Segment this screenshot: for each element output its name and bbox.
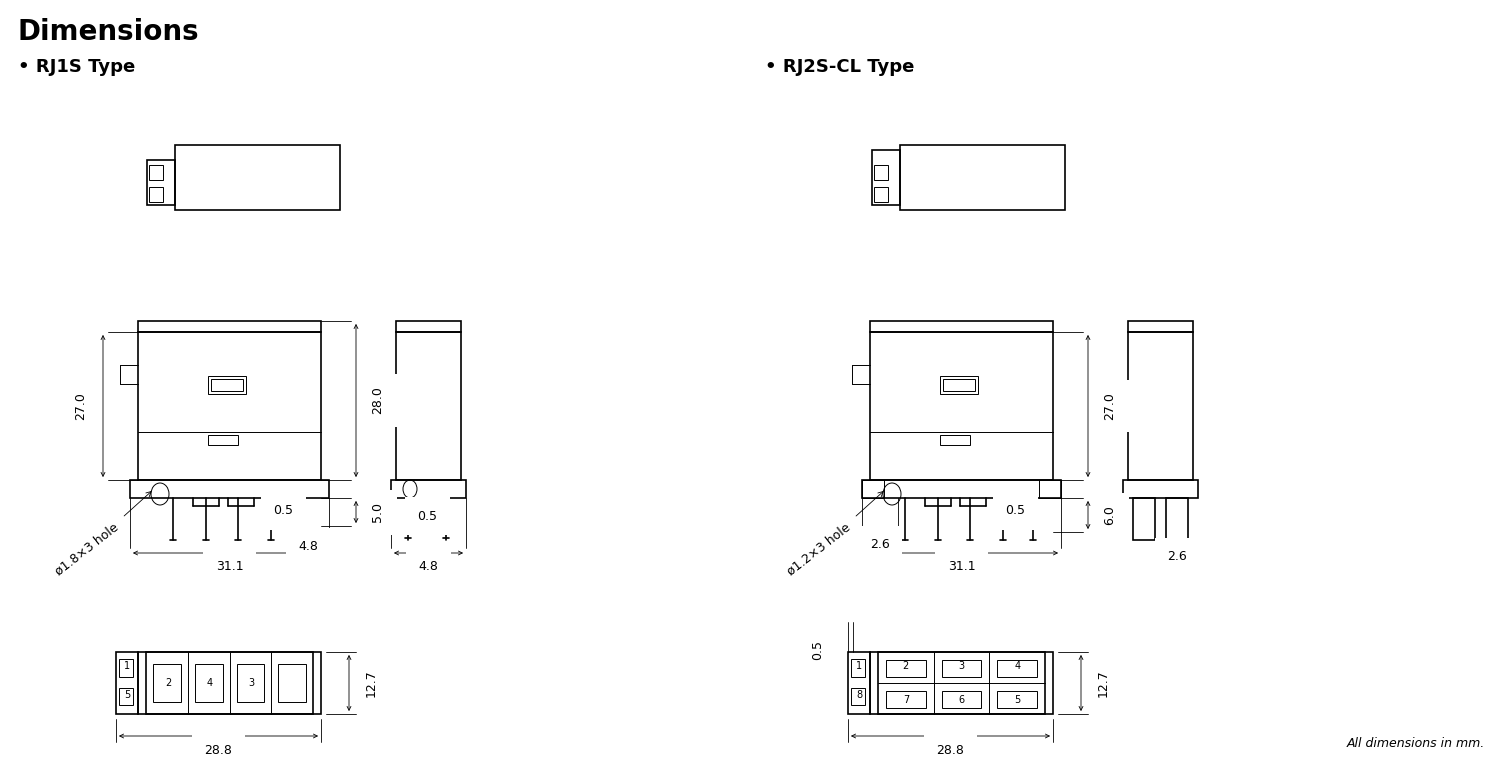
Bar [207, 376, 246, 394]
Text: 28.8: 28.8 [936, 744, 964, 757]
Text: 4.8: 4.8 [298, 540, 318, 553]
Bar [886, 660, 926, 677]
Bar [1040, 480, 1060, 498]
Text: 31.1: 31.1 [948, 559, 975, 572]
Bar [392, 480, 466, 498]
Bar [870, 321, 1053, 332]
Bar [153, 664, 180, 702]
Bar [138, 652, 321, 714]
Bar [396, 321, 460, 332]
Text: 31.1: 31.1 [216, 559, 243, 572]
Bar [942, 660, 981, 677]
Bar [886, 691, 926, 708]
Bar [874, 187, 888, 202]
Bar [998, 691, 1036, 708]
Text: 0.5: 0.5 [1005, 504, 1025, 517]
Text: 5.0: 5.0 [372, 502, 384, 522]
Bar [146, 652, 314, 714]
Bar [396, 332, 460, 480]
Text: Dimensions: Dimensions [18, 18, 200, 46]
Text: 3: 3 [249, 678, 255, 688]
Text: 3: 3 [958, 661, 964, 671]
Bar [1128, 332, 1192, 480]
Bar [148, 165, 164, 180]
Bar [862, 480, 1060, 498]
Text: 4: 4 [1014, 661, 1020, 671]
Bar [900, 145, 1065, 210]
Bar [176, 145, 340, 210]
Bar [1166, 498, 1188, 540]
Bar [118, 688, 134, 706]
Bar [850, 659, 865, 677]
Bar [878, 652, 1046, 714]
Text: 12.7: 12.7 [1096, 669, 1110, 697]
Bar [116, 652, 138, 714]
Text: 8: 8 [856, 690, 862, 700]
Text: 1: 1 [124, 661, 130, 671]
Bar [862, 480, 883, 498]
Bar [942, 379, 975, 391]
Bar [870, 332, 1053, 480]
Bar [279, 664, 306, 702]
Text: 2.6: 2.6 [870, 539, 889, 552]
Bar [207, 435, 237, 445]
Text: 6.0: 6.0 [1104, 505, 1116, 525]
Text: 2: 2 [903, 661, 909, 671]
Text: 2.6: 2.6 [1167, 550, 1186, 564]
Bar [874, 165, 888, 180]
Bar [1128, 321, 1192, 332]
Bar [118, 659, 134, 677]
Text: 28.0: 28.0 [372, 386, 384, 415]
Text: 27.0: 27.0 [1104, 392, 1116, 420]
Text: All dimensions in mm.: All dimensions in mm. [1347, 737, 1485, 750]
Bar [148, 187, 164, 202]
Text: • RJ2S-CL Type: • RJ2S-CL Type [765, 58, 915, 76]
Text: ø1.8×3 hole: ø1.8×3 hole [53, 491, 152, 578]
Text: 4.8: 4.8 [419, 559, 438, 572]
Bar [847, 652, 870, 714]
Bar [1132, 498, 1155, 540]
Bar [195, 664, 222, 702]
Bar [939, 376, 978, 394]
Text: 5: 5 [124, 690, 130, 700]
Text: 0.5: 0.5 [812, 639, 825, 659]
Text: 5: 5 [1014, 696, 1020, 706]
Text: 27.0: 27.0 [75, 392, 87, 420]
Bar [870, 652, 1053, 714]
Bar [138, 321, 321, 332]
Text: 0.5: 0.5 [273, 504, 292, 517]
Text: 2: 2 [165, 678, 171, 688]
Bar [138, 332, 321, 480]
Text: 12.7: 12.7 [364, 669, 378, 697]
Bar [237, 664, 264, 702]
Bar [942, 691, 981, 708]
Text: 0.5: 0.5 [417, 510, 436, 523]
Bar [850, 688, 865, 706]
Bar [130, 480, 328, 498]
Bar [210, 379, 243, 391]
Bar [1124, 480, 1198, 498]
Text: 4: 4 [207, 678, 213, 688]
Bar [998, 660, 1036, 677]
Text: 1: 1 [856, 661, 862, 671]
Text: ø1.2×3 hole: ø1.2×3 hole [784, 491, 883, 578]
Text: 7: 7 [903, 696, 909, 706]
Bar [871, 150, 900, 205]
Text: 6: 6 [958, 696, 964, 706]
Text: 28.8: 28.8 [204, 744, 232, 757]
Bar [939, 435, 969, 445]
Text: • RJ1S Type: • RJ1S Type [18, 58, 135, 76]
Bar [147, 160, 176, 205]
